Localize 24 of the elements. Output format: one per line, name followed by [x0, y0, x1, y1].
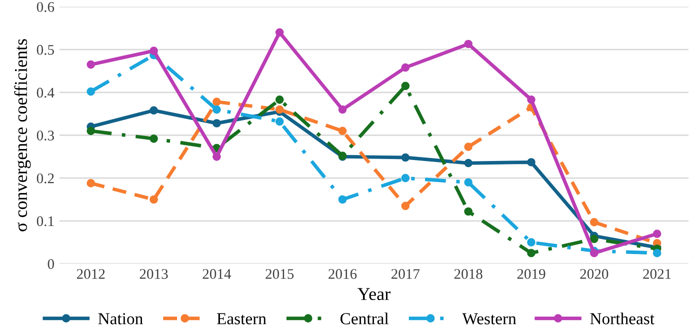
x-tick-label: 2019 [517, 269, 546, 279]
y-axis-title: σ convergence coefficients [14, 39, 31, 232]
y-tick-label: 0 [48, 259, 54, 269]
x-tick-label: 2020 [580, 269, 608, 279]
x-tick-label: 2017 [391, 269, 420, 279]
x-axis-title: Year [358, 288, 390, 300]
y-tick-label: 0.1 [36, 216, 54, 226]
x-tick-label: 2018 [454, 269, 482, 279]
x-tick-label: 2021 [643, 269, 671, 279]
y-tick-label: 0.4 [36, 88, 54, 98]
y-tick-label: 0.2 [36, 173, 54, 184]
x-tick-label: 2015 [266, 269, 294, 279]
x-tick-label: 2012 [76, 269, 105, 279]
legend-label: Central [340, 312, 389, 324]
legend-label: Nation [98, 313, 143, 324]
x-tick-label: 2016 [328, 269, 357, 279]
x-tick-label: 2013 [140, 269, 168, 279]
y-tick-label: 0.3 [36, 130, 54, 141]
x-tick-label: 2014 [202, 269, 232, 279]
y-tick-label: 0.5 [36, 44, 54, 55]
legend-label: Northeast [590, 312, 654, 324]
y-tick-label: 0.6 [36, 2, 54, 12]
legend-label: Western [462, 313, 516, 324]
legend-label: Eastern [216, 313, 266, 324]
